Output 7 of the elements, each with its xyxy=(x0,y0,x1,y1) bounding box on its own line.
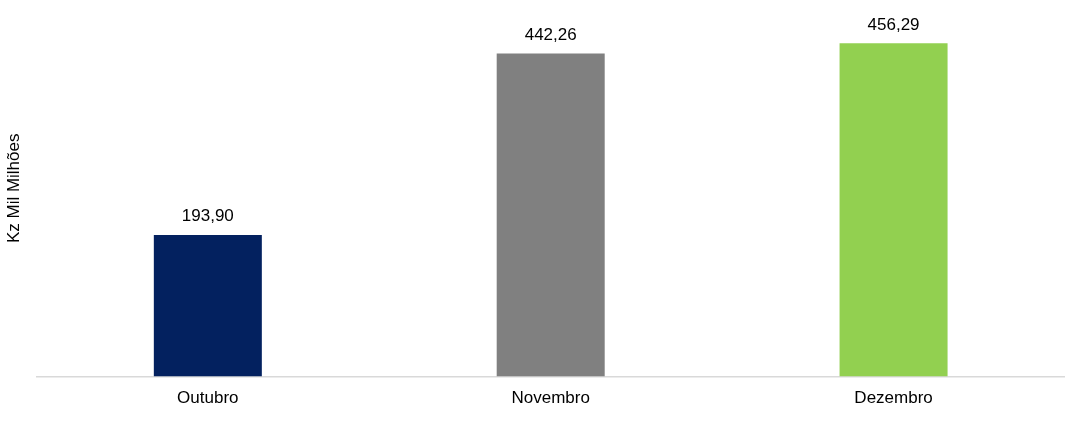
data-label: 193,90 xyxy=(181,206,234,226)
data-label: 442,26 xyxy=(524,24,577,44)
x-tick-label: Dezembro xyxy=(854,388,933,408)
x-tick-label: Novembro xyxy=(511,388,590,408)
y-axis-title: Kz Mil Milhões xyxy=(3,133,23,244)
x-tick-label: Outubro xyxy=(177,388,239,408)
data-label: 456,29 xyxy=(867,14,920,34)
